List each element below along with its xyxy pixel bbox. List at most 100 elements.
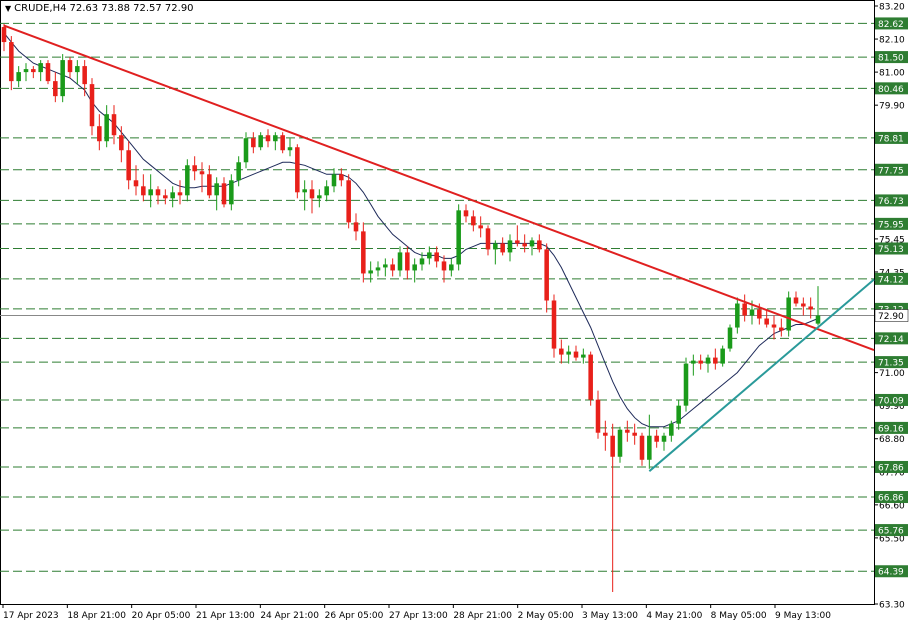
candle-body[interactable]: [588, 354, 593, 400]
candle-body[interactable]: [1, 27, 7, 43]
candle-body[interactable]: [647, 435, 652, 460]
candle-body[interactable]: [214, 183, 219, 196]
candle-body[interactable]: [287, 147, 293, 151]
candle-body[interactable]: [111, 114, 117, 136]
candle-body[interactable]: [573, 351, 579, 358]
candle-body[interactable]: [199, 171, 205, 175]
candle-body[interactable]: [295, 147, 300, 193]
candle-body[interactable]: [133, 180, 139, 187]
candle-body[interactable]: [559, 348, 564, 355]
candle-body[interactable]: [397, 252, 403, 271]
candle-body[interactable]: [522, 243, 527, 247]
candle-body[interactable]: [669, 423, 674, 436]
plot-area[interactable]: [0, 0, 875, 605]
candle-body[interactable]: [346, 180, 351, 223]
candle-body[interactable]: [302, 189, 307, 193]
candle-body[interactable]: [595, 399, 601, 433]
candle-body[interactable]: [779, 327, 784, 331]
candle-body[interactable]: [170, 192, 175, 199]
candle-body[interactable]: [551, 300, 557, 349]
candle-body[interactable]: [507, 240, 513, 253]
candle-body[interactable]: [720, 348, 725, 364]
candle-body[interactable]: [251, 138, 256, 148]
down-trendline[interactable]: [3, 24, 875, 352]
candle-body[interactable]: [581, 354, 586, 358]
candle-body[interactable]: [23, 69, 29, 73]
candle-body[interactable]: [75, 66, 80, 73]
candle-body[interactable]: [221, 183, 227, 205]
candle-body[interactable]: [801, 303, 806, 307]
candle-body[interactable]: [654, 435, 659, 442]
candle-body[interactable]: [317, 195, 322, 199]
candle-body[interactable]: [493, 243, 498, 250]
candle-body[interactable]: [544, 249, 549, 301]
candle-body[interactable]: [603, 432, 608, 436]
candle-body[interactable]: [566, 351, 571, 355]
candle-body[interactable]: [463, 210, 469, 217]
candle-body[interactable]: [243, 138, 249, 163]
candle-body[interactable]: [155, 189, 161, 196]
candle-body[interactable]: [273, 135, 278, 142]
candle-body[interactable]: [163, 195, 168, 199]
candle-body[interactable]: [126, 150, 131, 181]
candle-body[interactable]: [353, 222, 359, 232]
candle-body[interactable]: [771, 324, 777, 328]
candle-body[interactable]: [676, 405, 681, 424]
candle-body[interactable]: [361, 231, 366, 274]
candle-body[interactable]: [141, 186, 146, 196]
candle-body[interactable]: [324, 186, 329, 196]
candle-body[interactable]: [698, 360, 703, 364]
candle-body[interactable]: [456, 210, 461, 265]
candle-body[interactable]: [236, 162, 241, 181]
candle-body[interactable]: [727, 327, 733, 349]
candle-body[interactable]: [412, 264, 417, 271]
candle-body[interactable]: [661, 435, 667, 442]
candle-body[interactable]: [280, 135, 285, 151]
candle-body[interactable]: [148, 189, 153, 196]
candle-body[interactable]: [67, 60, 73, 73]
candle-body[interactable]: [339, 174, 344, 181]
candle-body[interactable]: [207, 174, 212, 196]
candle-body[interactable]: [485, 228, 491, 250]
candle-body[interactable]: [82, 66, 87, 85]
candle-body[interactable]: [368, 270, 373, 274]
candle-body[interactable]: [53, 81, 58, 97]
candle-body[interactable]: [757, 309, 762, 319]
candle-body[interactable]: [383, 264, 388, 268]
candle-body[interactable]: [793, 297, 799, 304]
candle-body[interactable]: [16, 72, 21, 82]
candle-body[interactable]: [192, 165, 197, 172]
candle-body[interactable]: [610, 435, 615, 457]
candle-body[interactable]: [749, 309, 755, 316]
candle-body[interactable]: [742, 303, 747, 316]
candle-body[interactable]: [390, 264, 395, 271]
candle-body[interactable]: [639, 435, 645, 460]
candle-body[interactable]: [537, 240, 542, 250]
candle-body[interactable]: [449, 264, 454, 271]
candle-body[interactable]: [38, 63, 43, 73]
candle-body[interactable]: [815, 315, 821, 324]
candle-body[interactable]: [177, 192, 183, 196]
candle-body[interactable]: [808, 306, 813, 310]
candle-body[interactable]: [683, 363, 689, 406]
candle-body[interactable]: [265, 135, 271, 142]
candle-body[interactable]: [441, 261, 447, 271]
candle-body[interactable]: [713, 357, 718, 364]
candle-body[interactable]: [691, 360, 696, 364]
candle-body[interactable]: [617, 429, 623, 457]
candle-body[interactable]: [97, 126, 102, 142]
candle-body[interactable]: [625, 429, 630, 433]
candle-body[interactable]: [229, 180, 234, 205]
up-trendline[interactable]: [648, 278, 875, 472]
candle-body[interactable]: [434, 252, 439, 262]
candle-body[interactable]: [60, 60, 65, 97]
candle-body[interactable]: [705, 357, 711, 364]
candle-body[interactable]: [405, 252, 410, 271]
candle-body[interactable]: [104, 114, 109, 142]
triangle-down-icon[interactable]: ▼: [5, 4, 12, 13]
candle-body[interactable]: [89, 84, 95, 127]
candle-body[interactable]: [471, 216, 476, 226]
candle-body[interactable]: [515, 240, 520, 244]
